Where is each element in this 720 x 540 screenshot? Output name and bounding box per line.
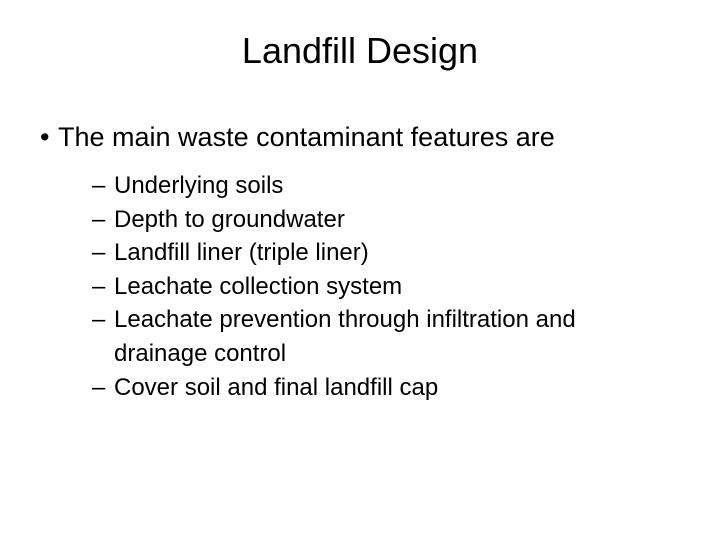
list-item: – Leachate collection system xyxy=(92,270,644,304)
sub-item-text: Landfill liner (triple liner) xyxy=(114,236,644,270)
slide-container: Landfill Design • The main waste contami… xyxy=(0,0,720,540)
sub-item-text: Leachate collection system xyxy=(114,270,644,304)
list-item: – Cover soil and final landfill cap xyxy=(92,371,644,405)
list-item: – Leachate prevention through infiltrati… xyxy=(92,303,644,370)
sub-bullet-list: – Underlying soils – Depth to groundwate… xyxy=(36,169,684,404)
dash-icon: – xyxy=(92,236,114,270)
list-item: – Landfill liner (triple liner) xyxy=(92,236,644,270)
dash-icon: – xyxy=(92,371,114,405)
list-item: – Underlying soils xyxy=(92,169,644,203)
slide-title: Landfill Design xyxy=(36,30,684,72)
sub-item-text: Underlying soils xyxy=(114,169,644,203)
bullet-icon: • xyxy=(40,120,58,155)
dash-icon: – xyxy=(92,303,114,337)
sub-item-text: Leachate prevention through infiltration… xyxy=(114,303,644,370)
dash-icon: – xyxy=(92,203,114,237)
sub-item-text: Cover soil and final landfill cap xyxy=(114,371,644,405)
dash-icon: – xyxy=(92,169,114,203)
list-item: – Depth to groundwater xyxy=(92,203,644,237)
sub-item-text: Depth to groundwater xyxy=(114,203,644,237)
main-bullet-text: The main waste contaminant features are xyxy=(58,120,555,155)
main-bullet: • The main waste contaminant features ar… xyxy=(36,120,684,155)
dash-icon: – xyxy=(92,270,114,304)
